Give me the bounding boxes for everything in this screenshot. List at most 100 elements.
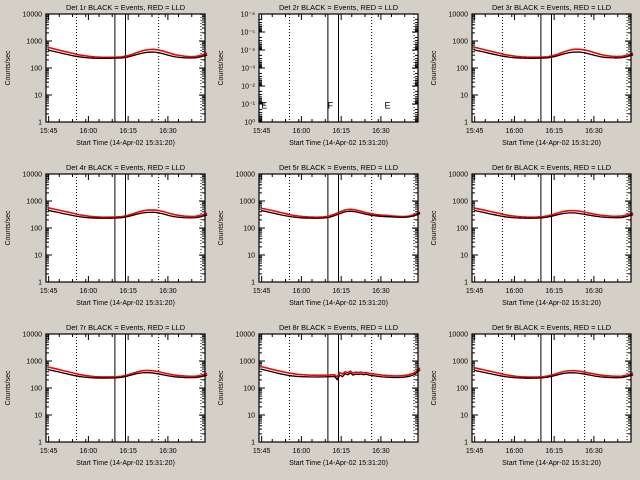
y-tick-label: 10 [460, 253, 468, 260]
y-axis-label: Counts/sec [5, 50, 12, 86]
series-events [260, 368, 421, 381]
y-axis-label: Counts/sec [218, 210, 225, 246]
panel-title: Det 6r BLACK = Events, RED = LLD [492, 163, 611, 172]
x-axis-label: Start Time (14-Apr-02 15:31:20) [502, 460, 601, 467]
y-axis-label: Counts/sec [431, 370, 438, 406]
x-axis-label: Start Time (14-Apr-02 15:31:20) [289, 460, 388, 467]
y-tick-label: 1000 [239, 359, 255, 366]
y-tick-label: 1 [38, 440, 42, 447]
y-tick-label: 1 [464, 280, 468, 287]
y-tick-label: 1 [38, 120, 42, 127]
plot-panel-6: Det 6r BLACK = Events, RED = LLD 1 10 100 10… [426, 160, 639, 320]
y-axis-label: Counts/sec [218, 370, 225, 406]
y-tick-label: 1000 [26, 39, 42, 46]
y-tick-label: 10 [34, 93, 42, 100]
y-tick-label: 10 [460, 413, 468, 420]
y-tick-label: 100 [456, 226, 468, 233]
x-tick-label: 15:45 [253, 288, 271, 295]
y-tick-label: 1 [464, 120, 468, 127]
y-tick-label: 1 [251, 440, 255, 447]
x-tick-label: 16:00 [293, 448, 311, 455]
x-tick-label: 15:45 [466, 128, 484, 135]
x-axis-label: Start Time (14-Apr-02 15:31:20) [289, 300, 388, 307]
series-events [47, 369, 208, 379]
panel-title: Det 3r BLACK = Events, RED = LLD [492, 3, 611, 12]
x-tick-label: 16:15 [119, 288, 137, 295]
y-axis-label: Counts/sec [431, 210, 438, 246]
y-tick-label: 100 [456, 386, 468, 393]
y-tick-label: 10 [34, 413, 42, 420]
x-tick-label: 16:30 [585, 128, 603, 135]
y-tick-label: 1000 [239, 199, 255, 206]
y-tick-label: 10000 [449, 12, 469, 19]
series-lld [47, 207, 208, 218]
x-axis-label: Start Time (14-Apr-02 15:31:20) [502, 140, 601, 147]
x-tick-label: 16:15 [545, 288, 563, 295]
x-tick-label: 15:45 [40, 128, 58, 135]
y-tick-label: 10⁻⁵ [241, 30, 255, 37]
plot-panel-5: Det 5r BLACK = Events, RED = LLD 1 10 100 10… [213, 160, 426, 320]
series-events [473, 209, 634, 219]
y-tick-label: 1 [464, 440, 468, 447]
y-tick-label: 10000 [449, 332, 469, 339]
series-events [261, 209, 421, 219]
plot-panel-3: Det 3r BLACK = Events, RED = LLD 1 10 100 10… [426, 0, 639, 160]
series-lld [260, 365, 421, 379]
y-tick-label: 1000 [452, 359, 468, 366]
panel-title: Det 1r BLACK = Events, RED = LLD [66, 3, 185, 12]
x-tick-label: 16:00 [80, 288, 98, 295]
y-tick-label: 100 [30, 386, 42, 393]
series-lld [473, 366, 634, 378]
x-tick-label: 16:15 [119, 128, 137, 135]
x-tick-label: 15:45 [466, 448, 484, 455]
x-tick-label: 15:45 [253, 448, 271, 455]
x-tick-label: 16:15 [545, 128, 563, 135]
series-events [47, 49, 208, 59]
x-tick-label: 16:30 [159, 128, 177, 135]
series-events [47, 209, 208, 219]
y-tick-label: 10 [247, 413, 255, 420]
x-tick-label: 16:00 [80, 128, 98, 135]
x-tick-label: 16:30 [585, 288, 603, 295]
plot-panel-8: Det 8r BLACK = Events, RED = LLD 1 10 100 10… [213, 320, 426, 480]
y-tick-label: 10000 [236, 332, 256, 339]
panel-title: Det 7r BLACK = Events, RED = LLD [66, 323, 185, 332]
x-tick-label: 15:45 [466, 288, 484, 295]
y-tick-label: 10000 [236, 172, 256, 179]
y-tick-label: 10 [34, 253, 42, 260]
y-tick-label: 10000 [23, 12, 43, 19]
x-axis-label: Start Time (14-Apr-02 15:31:20) [76, 300, 175, 307]
y-tick-label: 10⁻² [241, 84, 255, 91]
panel-title: Det 9r BLACK = Events, RED = LLD [492, 323, 611, 332]
x-tick-label: 16:30 [372, 128, 390, 135]
x-tick-label: 16:30 [159, 448, 177, 455]
x-tick-label: 16:00 [506, 448, 524, 455]
series-lld [473, 46, 634, 58]
y-axis-label: Counts/sec [218, 50, 225, 86]
plot-panel-2: Det 2r BLACK = Events, RED = LLD 10⁻⁶ 10⁻⁵… [213, 0, 426, 160]
x-tick-label: 16:30 [159, 288, 177, 295]
y-tick-label: 10⁰ [244, 119, 255, 127]
y-tick-label: 1 [38, 280, 42, 287]
y-tick-label: 1 [251, 280, 255, 287]
annotation-label: E [385, 101, 391, 111]
y-tick-label: 100 [243, 386, 255, 393]
y-tick-label: 1000 [452, 39, 468, 46]
y-tick-label: 10⁻⁴ [241, 48, 256, 55]
x-tick-label: 16:30 [372, 288, 390, 295]
x-tick-label: 16:15 [332, 128, 350, 135]
y-tick-label: 100 [30, 226, 42, 233]
x-tick-label: 16:15 [332, 288, 350, 295]
series-events [473, 369, 634, 379]
x-tick-label: 16:00 [293, 128, 311, 135]
y-tick-label: 10⁻⁶ [241, 12, 255, 19]
x-tick-label: 15:45 [253, 128, 271, 135]
y-tick-label: 1000 [26, 199, 42, 206]
plot-panel-9: Det 9r BLACK = Events, RED = LLD 1 10 100 10… [426, 320, 639, 480]
x-axis-label: Start Time (14-Apr-02 15:31:20) [502, 300, 601, 307]
y-tick-label: 100 [30, 66, 42, 73]
x-axis-label: Start Time (14-Apr-02 15:31:20) [289, 140, 388, 147]
y-tick-label: 10 [247, 253, 255, 260]
x-tick-label: 16:15 [545, 448, 563, 455]
